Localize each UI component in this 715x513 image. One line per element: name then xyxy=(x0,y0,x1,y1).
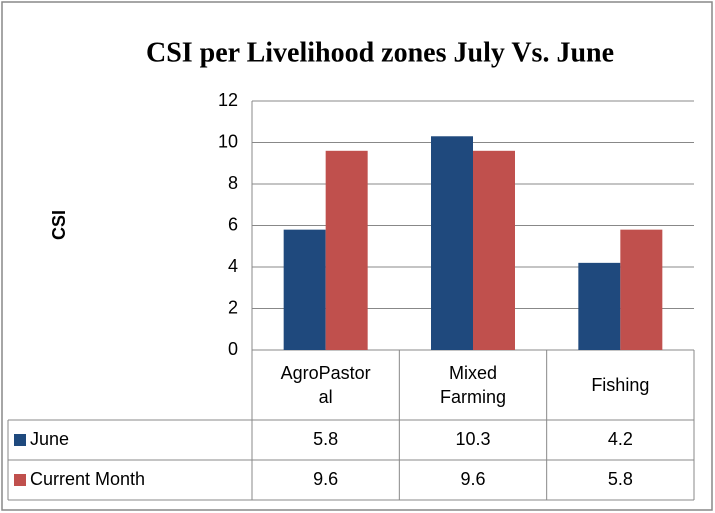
chart-title: CSI per Livelihood zones July Vs. June xyxy=(146,37,614,68)
table-value: 10.3 xyxy=(455,429,490,449)
table-value: 5.8 xyxy=(313,429,338,449)
y-tick-label: 2 xyxy=(228,297,238,317)
y-axis-label: CSI xyxy=(49,210,69,240)
legend-label: Current Month xyxy=(30,469,145,489)
bar xyxy=(325,150,368,350)
table-value: 4.2 xyxy=(608,429,633,449)
legend-key xyxy=(14,474,26,486)
y-tick-label: 10 xyxy=(218,131,238,151)
x-tick-label: AgroPastoral xyxy=(280,363,371,407)
bar xyxy=(578,262,621,350)
x-tick-label: Fishing xyxy=(591,375,650,395)
bar xyxy=(431,136,473,350)
bar xyxy=(473,150,515,350)
y-tick-label: 0 xyxy=(228,339,238,359)
x-tick-label: Mixed Farming xyxy=(439,363,506,407)
table-value: 9.6 xyxy=(313,469,338,489)
y-tick-label: 4 xyxy=(228,256,238,276)
y-tick-label: 12 xyxy=(218,90,238,110)
table-value: 9.6 xyxy=(460,469,485,489)
table-value: 5.8 xyxy=(608,469,633,489)
bar xyxy=(283,229,326,350)
legend-label: June xyxy=(30,429,69,449)
legend-key xyxy=(14,434,26,446)
y-tick-label: 8 xyxy=(228,173,238,193)
y-tick-label: 6 xyxy=(228,214,238,234)
bar xyxy=(620,229,663,350)
